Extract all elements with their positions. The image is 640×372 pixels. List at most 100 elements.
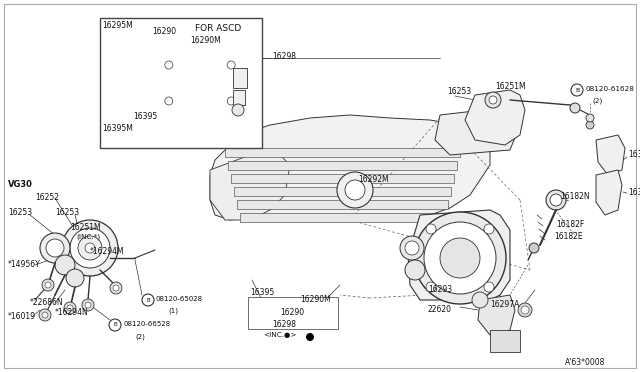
Circle shape xyxy=(570,103,580,113)
Circle shape xyxy=(165,61,173,69)
Text: A'63*0008: A'63*0008 xyxy=(565,358,605,367)
Text: 16253: 16253 xyxy=(8,208,32,217)
Circle shape xyxy=(472,292,488,308)
Polygon shape xyxy=(210,115,490,220)
Text: 16295M: 16295M xyxy=(102,21,132,30)
Circle shape xyxy=(485,92,501,108)
Text: 16395M: 16395M xyxy=(102,124,133,133)
Bar xyxy=(234,187,451,196)
Circle shape xyxy=(489,96,497,104)
Text: B: B xyxy=(575,87,579,93)
Text: (1): (1) xyxy=(168,307,178,314)
Circle shape xyxy=(109,319,121,331)
Circle shape xyxy=(400,236,424,260)
Circle shape xyxy=(142,294,154,306)
Polygon shape xyxy=(408,210,510,300)
Circle shape xyxy=(42,279,54,291)
Circle shape xyxy=(180,63,220,103)
Circle shape xyxy=(529,243,539,253)
Polygon shape xyxy=(596,170,622,215)
Circle shape xyxy=(151,77,155,81)
Circle shape xyxy=(227,61,235,69)
Circle shape xyxy=(40,233,70,263)
Text: *16294N: *16294N xyxy=(55,308,89,317)
Text: 16297A: 16297A xyxy=(490,300,520,309)
Circle shape xyxy=(426,224,436,234)
Circle shape xyxy=(586,121,594,129)
Text: 16395: 16395 xyxy=(250,288,275,297)
Circle shape xyxy=(405,260,425,280)
Circle shape xyxy=(484,224,494,234)
Text: 16290M: 16290M xyxy=(300,295,331,304)
Circle shape xyxy=(85,243,95,253)
Circle shape xyxy=(405,241,419,255)
Bar xyxy=(225,148,460,157)
Text: *22686N: *22686N xyxy=(30,298,63,307)
Text: 08120-65028: 08120-65028 xyxy=(156,296,203,302)
Text: 08120-61628: 08120-61628 xyxy=(585,86,634,92)
Text: 16182E: 16182E xyxy=(554,232,582,241)
Text: 08120-66528: 08120-66528 xyxy=(123,321,170,327)
Bar xyxy=(231,174,454,183)
Bar xyxy=(237,200,448,209)
Circle shape xyxy=(46,239,64,257)
Circle shape xyxy=(227,97,235,105)
Bar xyxy=(248,297,338,329)
Circle shape xyxy=(55,255,75,275)
Bar xyxy=(233,68,247,88)
Circle shape xyxy=(158,41,242,125)
Circle shape xyxy=(144,70,162,88)
Polygon shape xyxy=(596,135,625,175)
Circle shape xyxy=(148,90,178,120)
Text: B: B xyxy=(113,323,117,327)
Circle shape xyxy=(165,97,173,105)
Text: (INC.*): (INC.*) xyxy=(76,234,100,241)
Bar xyxy=(240,213,445,222)
Circle shape xyxy=(571,84,583,96)
Text: 16290: 16290 xyxy=(152,27,176,36)
Text: VG30: VG30 xyxy=(8,180,33,189)
Circle shape xyxy=(45,282,51,288)
Circle shape xyxy=(306,333,314,341)
Circle shape xyxy=(192,75,208,91)
Circle shape xyxy=(546,190,566,210)
Text: (2): (2) xyxy=(135,333,145,340)
Text: 16182N: 16182N xyxy=(560,192,589,201)
Bar xyxy=(100,18,262,148)
Circle shape xyxy=(586,114,594,122)
Text: 16376U: 16376U xyxy=(628,150,640,159)
Text: <INC.●>: <INC.●> xyxy=(263,332,296,338)
Text: 16251M: 16251M xyxy=(495,82,525,91)
Text: 16251M: 16251M xyxy=(70,223,100,232)
Text: (2): (2) xyxy=(592,97,602,103)
Polygon shape xyxy=(210,150,290,220)
Text: 16290: 16290 xyxy=(280,308,304,317)
Text: *16019: *16019 xyxy=(8,312,36,321)
Circle shape xyxy=(345,180,365,200)
Circle shape xyxy=(42,312,48,318)
Text: 16292M: 16292M xyxy=(358,175,388,184)
Circle shape xyxy=(424,222,496,294)
Circle shape xyxy=(521,306,529,314)
Bar xyxy=(228,161,457,170)
Circle shape xyxy=(113,285,119,291)
Circle shape xyxy=(107,75,117,85)
Text: 16376M: 16376M xyxy=(628,188,640,197)
Text: 16182F: 16182F xyxy=(556,220,584,229)
Polygon shape xyxy=(435,108,520,155)
Circle shape xyxy=(518,303,532,317)
Text: *16294M: *16294M xyxy=(90,247,125,256)
Circle shape xyxy=(82,299,94,311)
Circle shape xyxy=(85,302,91,308)
Circle shape xyxy=(167,50,233,116)
Circle shape xyxy=(148,74,158,84)
Text: *14956Y: *14956Y xyxy=(8,260,41,269)
Text: 16293: 16293 xyxy=(428,285,452,294)
Circle shape xyxy=(39,309,51,321)
Circle shape xyxy=(110,282,122,294)
Polygon shape xyxy=(478,295,515,335)
Circle shape xyxy=(337,172,373,208)
Text: FOR ASCD: FOR ASCD xyxy=(195,24,241,33)
Circle shape xyxy=(102,70,122,90)
Text: 16253: 16253 xyxy=(55,208,79,217)
